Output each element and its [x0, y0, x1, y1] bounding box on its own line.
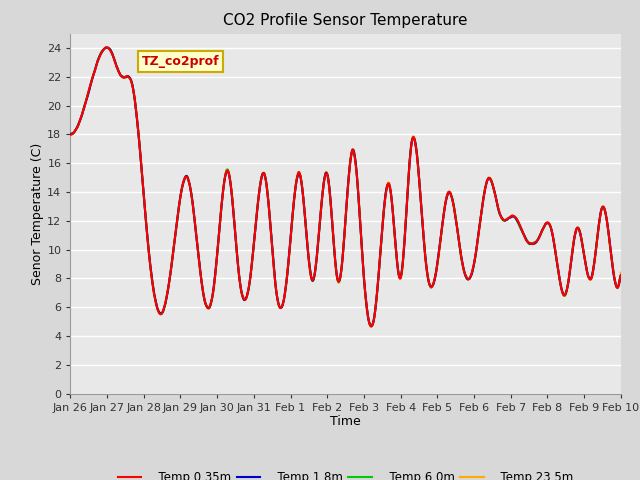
Y-axis label: Senor Temperature (C): Senor Temperature (C)	[31, 143, 44, 285]
X-axis label: Time: Time	[330, 415, 361, 429]
Legend:   Temp 0.35m,   Temp 1.8m,   Temp 6.0m,   Temp 23.5m: Temp 0.35m, Temp 1.8m, Temp 6.0m, Temp 2…	[113, 466, 579, 480]
Text: TZ_co2prof: TZ_co2prof	[142, 55, 220, 68]
Title: CO2 Profile Sensor Temperature: CO2 Profile Sensor Temperature	[223, 13, 468, 28]
